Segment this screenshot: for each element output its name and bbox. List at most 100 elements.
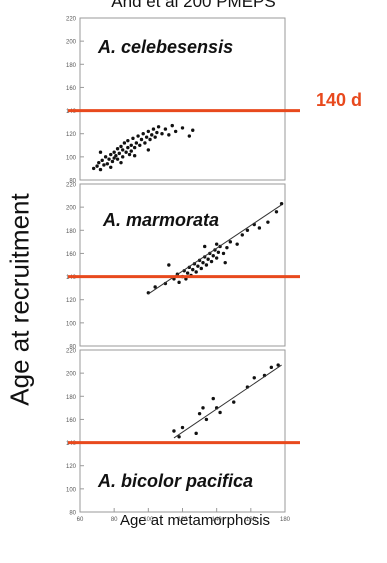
y-tick-label: 220 [66,17,77,23]
species-title: A. marmorata [102,210,219,230]
data-point [141,132,145,136]
data-point [156,125,161,129]
data-point [105,162,110,166]
species-title: A. celebesensis [97,37,233,57]
data-point [100,158,104,163]
data-point [153,135,157,139]
y-tick-label: 220 [66,183,77,189]
data-point [172,429,176,433]
data-point [114,154,118,158]
data-point [91,166,96,171]
data-point [177,435,181,439]
data-point [173,129,178,134]
plot-frame [79,17,286,181]
data-point [266,220,270,224]
data-point [146,129,151,134]
data-point [269,365,274,370]
y-tick-label: 180 [66,395,77,401]
data-point [98,167,103,172]
data-point [122,141,127,145]
data-point [228,240,233,244]
data-point [144,135,149,139]
x-tick-label: 120 [177,517,188,523]
data-point [143,141,147,145]
data-point [177,280,181,285]
data-point [232,400,236,404]
data-point [146,148,151,152]
data-point [109,152,113,157]
y-tick-label: 180 [66,63,77,69]
data-point [139,137,144,142]
data-point [214,242,219,246]
data-point [211,396,215,401]
y-tick-label: 100 [66,321,77,327]
data-point [197,411,202,416]
data-point [257,226,262,230]
data-point [119,144,123,149]
data-point [115,147,120,151]
data-point [211,254,215,258]
species-title: A. bicolor pacifica [97,471,253,491]
y-tick-label: 160 [66,418,77,424]
data-point [151,127,156,131]
data-point [131,136,135,141]
data-point [132,145,137,150]
data-point [279,201,284,206]
regression-line [173,364,282,439]
y-tick-label: 100 [66,487,77,493]
data-point [112,150,116,154]
data-point [201,406,205,410]
data-point [191,267,195,272]
data-point [117,151,121,156]
data-point [124,150,128,154]
data-point [136,134,140,138]
x-axis-title: Age at metamorphosis [119,512,271,529]
data-point [187,134,192,138]
data-point [119,160,123,165]
y-tick-label: 160 [66,252,77,258]
data-point [98,150,103,154]
data-point [148,137,152,142]
y-tick-label: 120 [66,132,77,138]
data-point [127,152,132,157]
y-tick-label: 120 [66,464,77,470]
data-point [121,155,125,159]
data-point [204,263,209,267]
data-point [97,160,101,165]
data-point [223,260,227,265]
data-point [160,132,164,136]
data-point [276,363,280,367]
data-point [201,260,205,265]
data-point [274,210,279,214]
data-point [199,266,203,271]
y-tick-label: 80 [69,179,76,185]
data-point [121,148,125,152]
x-tick-label: 160 [246,517,257,523]
data-point [163,127,168,131]
data-point [153,285,157,289]
data-point [214,256,219,260]
y-tick-label: 80 [69,345,76,351]
data-point [196,264,200,268]
y-tick-label: 200 [66,206,77,212]
data-point [180,126,185,130]
data-point [194,270,198,274]
data-point [225,245,229,250]
data-point [194,431,198,436]
y-tick-label: 100 [66,155,77,161]
data-point [150,133,154,137]
x-tick-label: 80 [111,517,118,523]
data-point [204,417,209,422]
x-tick-label: 60 [77,517,84,523]
y-tick-label: 200 [66,40,77,46]
data-point [167,263,171,267]
data-point [185,271,190,275]
data-point [203,244,207,249]
data-point [107,157,111,161]
data-point [218,410,222,415]
data-point [138,143,142,147]
data-point [155,130,159,135]
figure-title-fragment: And et al 200 PMEPS [111,0,276,11]
data-point [129,143,133,147]
